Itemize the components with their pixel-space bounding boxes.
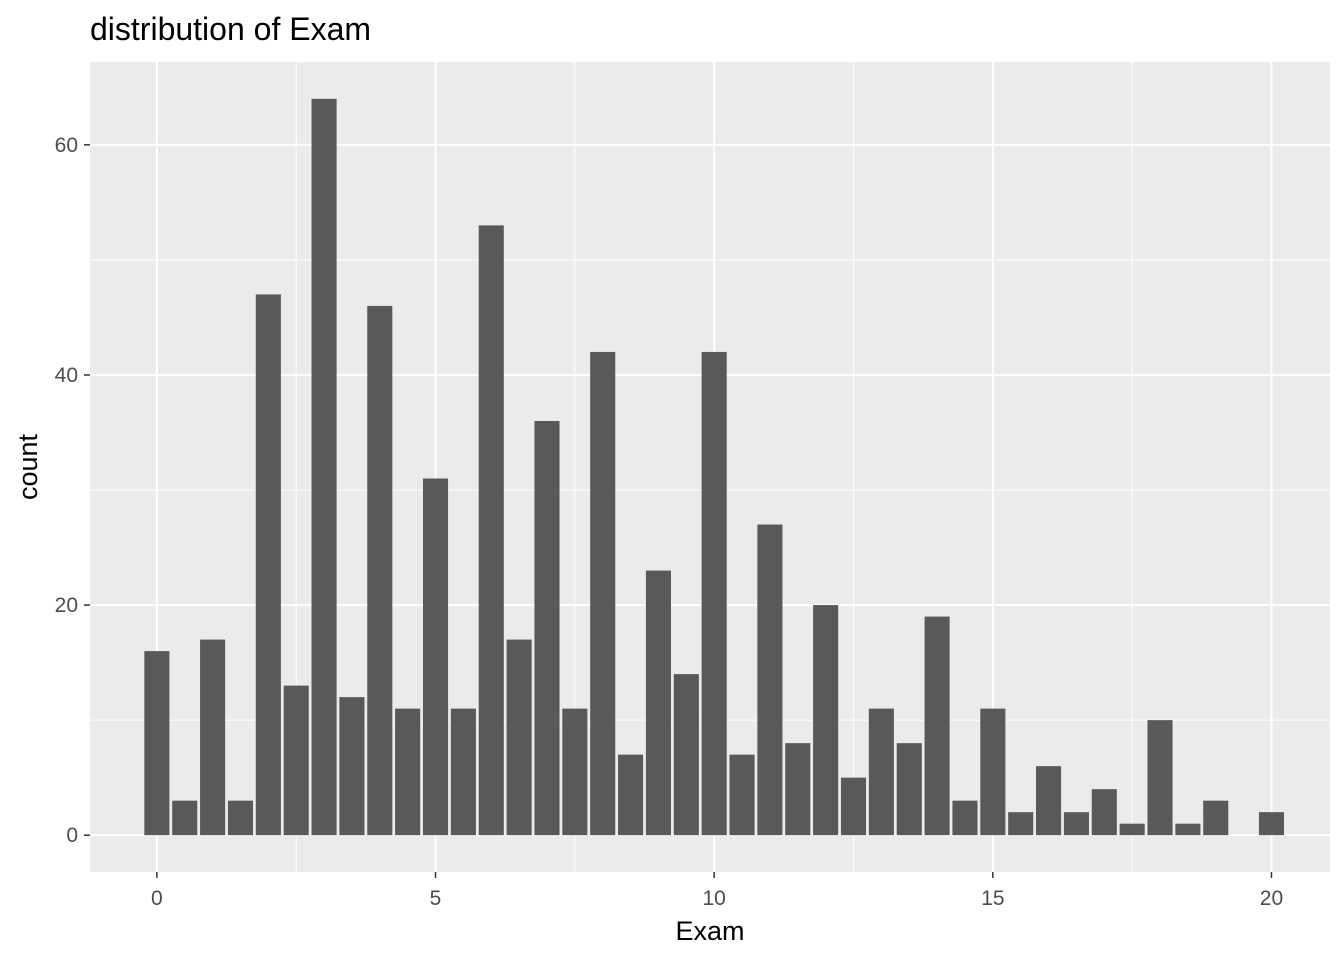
bar (1175, 823, 1201, 836)
bar (1036, 766, 1062, 836)
bar (840, 777, 867, 836)
bar (534, 420, 560, 836)
bar (729, 754, 755, 836)
bar (618, 754, 644, 836)
bar (311, 98, 337, 836)
bar (1119, 823, 1145, 836)
x-tick-label: 20 (1260, 887, 1283, 910)
bars (144, 98, 1285, 836)
bar (896, 743, 922, 836)
bar (450, 708, 476, 836)
bar (1008, 812, 1034, 836)
bar (200, 639, 226, 836)
bar (673, 674, 699, 836)
x-axis-title: Exam (675, 916, 744, 946)
bar (422, 478, 449, 836)
y-axis-title: count (13, 433, 43, 500)
bar (785, 743, 811, 836)
x-tick-label: 5 (430, 887, 442, 910)
bar (227, 800, 254, 836)
x-tick-label: 15 (981, 887, 1004, 910)
y-tick-label: 0 (66, 824, 78, 847)
bar (144, 651, 170, 836)
bar (590, 351, 616, 836)
y-tick-label: 20 (55, 594, 78, 617)
bar (172, 800, 198, 836)
bar (1203, 800, 1229, 836)
bar (645, 570, 671, 836)
bar (339, 697, 365, 836)
chart-title: distribution of Exam (90, 11, 371, 47)
bar (1258, 812, 1285, 836)
bar (283, 685, 309, 836)
bar (255, 294, 281, 836)
bar (395, 708, 421, 836)
bar (980, 708, 1006, 836)
bar (868, 708, 894, 836)
x-tick-label: 0 (151, 887, 163, 910)
bar (367, 305, 393, 836)
bar (1147, 720, 1173, 836)
bar (562, 708, 588, 836)
bar (506, 639, 532, 836)
bar (478, 225, 504, 836)
axes: 0 5 10 15 20 0 20 40 60 (55, 134, 1284, 910)
x-tick-label: 10 (703, 887, 726, 910)
bar (757, 524, 783, 836)
bar (701, 351, 727, 836)
bar (1091, 789, 1117, 836)
bar (1063, 812, 1089, 836)
bar (924, 616, 950, 836)
bar (952, 800, 978, 836)
y-tick-label: 60 (55, 134, 78, 157)
y-tick-label: 40 (55, 364, 78, 387)
bar (813, 605, 839, 836)
